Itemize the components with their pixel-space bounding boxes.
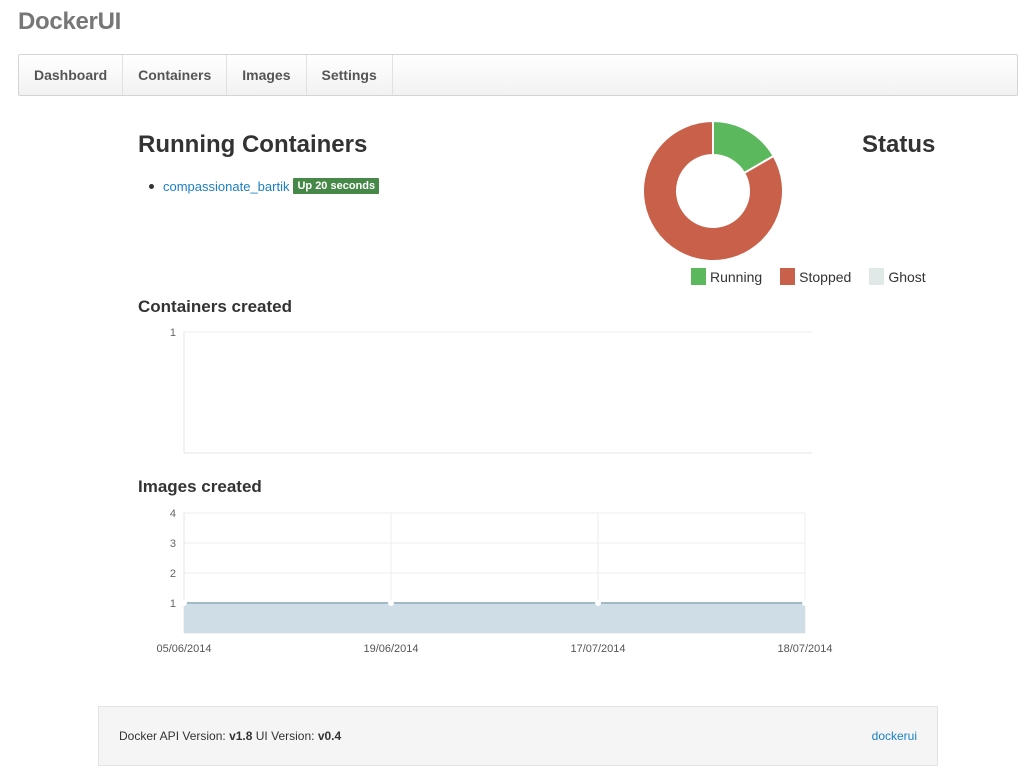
brand-logo-text[interactable]: DockerUI (18, 8, 121, 35)
legend-swatch-running (691, 268, 706, 285)
api-version-value: v1.8 (229, 729, 253, 743)
images-created-chart: 1 2 3 4 05/06/2014 19/06/2014 17/07/2014 18/07/… (156, 508, 832, 655)
list-item: compassionate_bartik Up 20 seconds (149, 178, 380, 194)
y-tick-label: 1 (170, 327, 176, 339)
x-tick-label: 17/07/2014 (570, 643, 625, 655)
x-tick-label: 05/06/2014 (156, 643, 211, 655)
legend-item-ghost: Ghost (869, 268, 926, 285)
legend-label-running: Running (710, 268, 763, 285)
data-point (181, 600, 187, 606)
series-area (184, 603, 805, 633)
running-containers-heading: Running Containers (138, 131, 368, 158)
version-info: Docker API Version: v1.8 UI Version: v0.… (119, 729, 341, 743)
main-navbar: Dashboard Containers Images Settings (18, 54, 1018, 96)
x-tick-label: 19/06/2014 (363, 643, 418, 655)
status-badge: Up 20 seconds (293, 178, 380, 194)
legend-item-running: Running (691, 268, 762, 285)
legend-swatch-ghost (869, 268, 885, 285)
api-version-label: Docker API Version: (119, 729, 226, 743)
data-point (802, 600, 808, 606)
nav-item-containers[interactable]: Containers (123, 55, 228, 95)
status-donut-chart (642, 120, 784, 262)
footer: Docker API Version: v1.8 UI Version: v0.… (98, 706, 938, 766)
running-containers-list: compassionate_bartik Up 20 seconds (149, 178, 380, 194)
ui-version-value: v0.4 (317, 729, 342, 743)
y-tick-label: 4 (170, 508, 176, 520)
y-tick-label: 3 (170, 538, 176, 550)
images-created-heading: Images created (138, 477, 262, 496)
bullet-icon (149, 183, 154, 189)
y-tick-label: 1 (170, 598, 176, 610)
container-link[interactable]: compassionate_bartik (163, 178, 290, 194)
legend-item-stopped: Stopped (780, 268, 851, 285)
nav-item-images[interactable]: Images (227, 55, 307, 95)
legend-swatch-stopped (780, 268, 796, 285)
ui-version-label: UI Version: (255, 729, 315, 743)
status-legend: Running Stopped Ghost (691, 268, 944, 285)
nav-item-dashboard[interactable]: Dashboard (19, 55, 124, 95)
data-point (388, 600, 394, 606)
containers-created-heading: Containers created (138, 297, 292, 316)
containers-created-chart: 1 (170, 327, 812, 454)
dockerui-link[interactable]: dockerui (871, 729, 917, 743)
nav-item-settings[interactable]: Settings (307, 55, 393, 95)
status-heading: Status (862, 131, 936, 158)
data-point (595, 600, 601, 606)
legend-label-ghost: Ghost (888, 268, 926, 285)
y-tick-label: 2 (170, 568, 176, 580)
x-tick-label: 18/07/2014 (777, 643, 832, 655)
legend-label-stopped: Stopped (799, 268, 852, 285)
donut-slice-stopped (642, 120, 784, 262)
